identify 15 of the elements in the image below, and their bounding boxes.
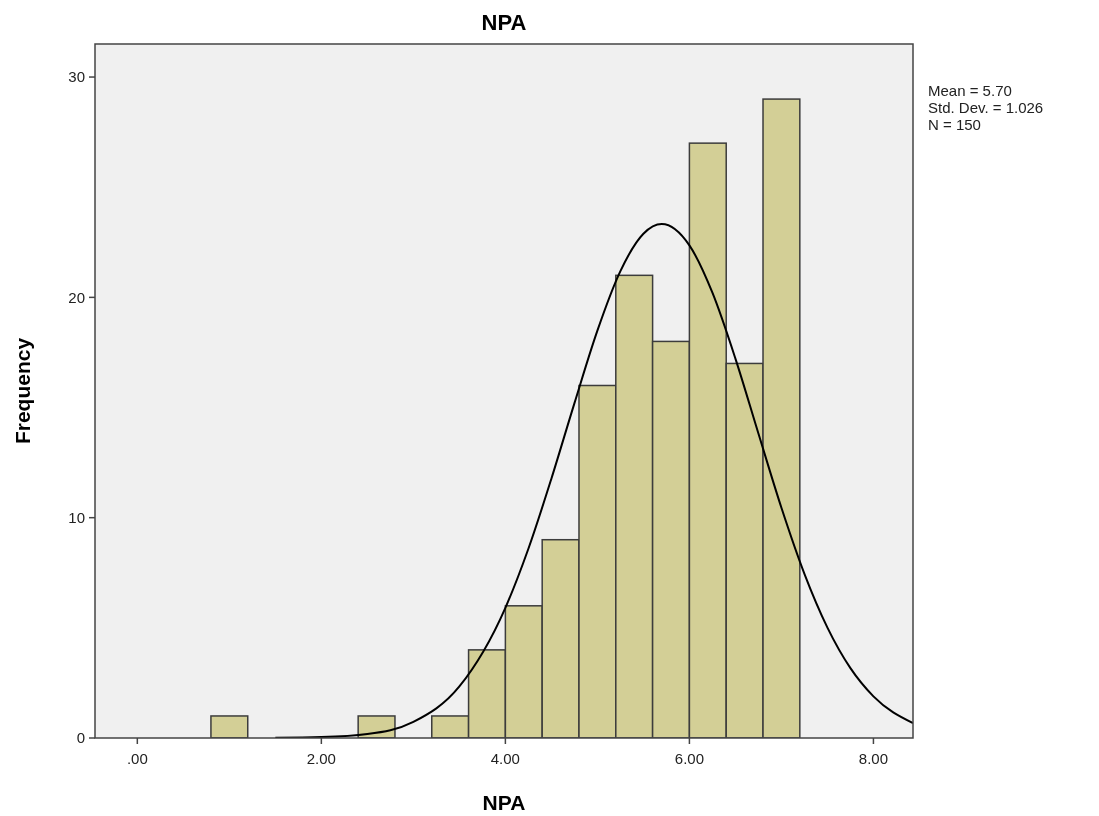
text: Mean = 5.70 <box>928 82 1012 99</box>
x-tick-label: 6.00 <box>674 750 705 767</box>
chart-title: NPA <box>481 10 527 35</box>
x-tick-label: 8.00 <box>858 750 889 767</box>
y-tick-label: 20 <box>68 288 85 306</box>
x-axis-title: NPA <box>482 791 526 814</box>
x-tick-label: .00 <box>126 750 148 767</box>
x-tick-label: 2.00 <box>306 750 336 767</box>
y-tick-label: 0 <box>76 729 85 747</box>
y-tick-label: 30 <box>68 68 85 86</box>
text: N = 150 <box>928 116 981 133</box>
y-tick-label: 10 <box>68 508 85 526</box>
y-axis-title: Frequency <box>11 337 34 445</box>
x-tick-label: 4.00 <box>490 750 520 767</box>
text: Std. Dev. = 1.026 <box>928 99 1044 116</box>
